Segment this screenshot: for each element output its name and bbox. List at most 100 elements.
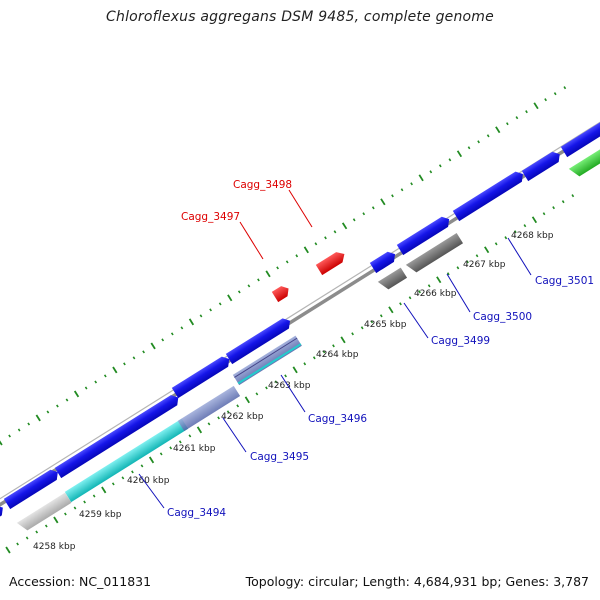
minor-tick (142, 350, 145, 354)
major-tick (244, 396, 250, 404)
major-tick (388, 306, 394, 314)
minor-tick (73, 506, 77, 510)
label-cagg-3501[interactable]: Cagg_3501 (535, 275, 594, 287)
major-tick (101, 486, 107, 494)
gene-blue-1[interactable] (0, 503, 6, 528)
gene-blue-3501[interactable] (452, 169, 526, 222)
gene-blue-3500[interactable] (396, 214, 453, 256)
minor-tick (132, 356, 136, 360)
minor-tick (542, 212, 546, 216)
minor-tick (475, 254, 479, 258)
minor-tick (523, 224, 527, 228)
minor-tick (284, 374, 287, 378)
minor-tick (170, 332, 174, 336)
gene-gray-3499[interactable] (377, 267, 408, 293)
map-title: Chloroflexus aggregans DSM 9485, complet… (106, 9, 494, 25)
minor-tick (448, 158, 452, 162)
gene-slate-3495[interactable] (177, 385, 241, 432)
gene-blue-7[interactable] (560, 115, 600, 158)
major-tick (456, 150, 463, 158)
label-cagg-3496[interactable]: Cagg_3496 (308, 413, 367, 425)
minor-tick (322, 350, 326, 354)
minor-tick (571, 194, 575, 198)
minor-tick (84, 386, 88, 390)
minor-tick (255, 392, 259, 396)
major-tick (303, 246, 309, 254)
label-cagg-3498[interactable]: Cagg_3498 (233, 179, 292, 191)
major-tick (112, 366, 118, 374)
minor-tick (552, 206, 555, 210)
minor-tick (27, 422, 31, 426)
gene-labels: Cagg_3498 Cagg_3497 Cagg_3501 Cagg_3500 … (167, 179, 594, 519)
minor-tick (408, 296, 412, 300)
gene-blue-6[interactable] (521, 149, 563, 182)
minor-tick (226, 410, 230, 414)
gene-blue-3499[interactable] (369, 249, 398, 274)
minor-tick (314, 242, 318, 246)
major-tick (436, 276, 442, 284)
minor-tick (544, 98, 547, 102)
label-cagg-3500[interactable]: Cagg_3500 (473, 311, 532, 323)
minor-tick (56, 404, 59, 408)
minor-tick (563, 86, 567, 90)
outer-tick-track (0, 86, 567, 446)
minor-tick (17, 428, 21, 432)
red-genes (271, 249, 348, 303)
kbp-label: 4264 kbp (316, 350, 359, 360)
minor-tick (209, 308, 212, 312)
label-cagg-3499[interactable]: Cagg_3499 (431, 335, 490, 347)
major-tick (35, 414, 41, 422)
major-tick (341, 222, 348, 230)
minor-tick (371, 206, 375, 210)
minor-tick (140, 464, 144, 468)
minor-tick (410, 182, 413, 186)
major-tick (418, 174, 424, 182)
gene-blue-2[interactable] (3, 467, 61, 510)
minor-tick (370, 320, 374, 324)
minor-tick (362, 212, 366, 216)
forward-strand-genes (0, 115, 600, 528)
minor-tick (188, 434, 192, 438)
minor-tick (427, 284, 431, 288)
gene-blue-5[interactable] (225, 316, 293, 365)
minor-tick (360, 326, 364, 330)
minor-tick (391, 194, 394, 198)
gene-cagg-3498[interactable] (315, 249, 348, 276)
minor-tick (274, 380, 278, 384)
gene-cagg-3497[interactable] (271, 283, 292, 303)
minor-tick (65, 398, 69, 402)
gene-green[interactable] (568, 142, 600, 179)
gene-gray-3500[interactable] (405, 233, 464, 275)
minor-tick (295, 254, 299, 258)
minor-tick (312, 356, 316, 360)
inner-tick-track (5, 194, 575, 554)
label-cagg-3494[interactable]: Cagg_3494 (167, 507, 226, 519)
label-cagg-3495[interactable]: Cagg_3495 (250, 451, 309, 463)
minor-tick (8, 434, 11, 438)
minor-tick (332, 344, 335, 348)
minor-tick (324, 236, 327, 240)
minor-tick (16, 542, 19, 546)
minor-tick (265, 386, 268, 390)
minor-tick (199, 314, 203, 318)
minor-tick (515, 116, 519, 120)
label-cagg-3497[interactable]: Cagg_3497 (181, 211, 240, 223)
minor-tick (351, 332, 354, 336)
gene-slate-3496[interactable] (232, 335, 302, 386)
minor-tick (218, 302, 222, 306)
minor-tick (438, 164, 442, 168)
minor-tick (121, 476, 125, 480)
minor-tick (467, 146, 471, 150)
gene-blue-3[interactable] (54, 392, 182, 479)
minor-tick (25, 536, 29, 540)
minor-tick (46, 410, 50, 414)
minor-tick (506, 122, 509, 126)
major-tick (340, 336, 346, 344)
gene-lightgray[interactable] (16, 492, 72, 533)
minor-tick (123, 362, 126, 366)
gene-cyan-3494[interactable] (64, 418, 189, 503)
minor-tick (83, 500, 86, 504)
minor-tick (399, 302, 402, 306)
gene-blue-4[interactable] (171, 354, 233, 399)
major-tick (148, 456, 155, 464)
